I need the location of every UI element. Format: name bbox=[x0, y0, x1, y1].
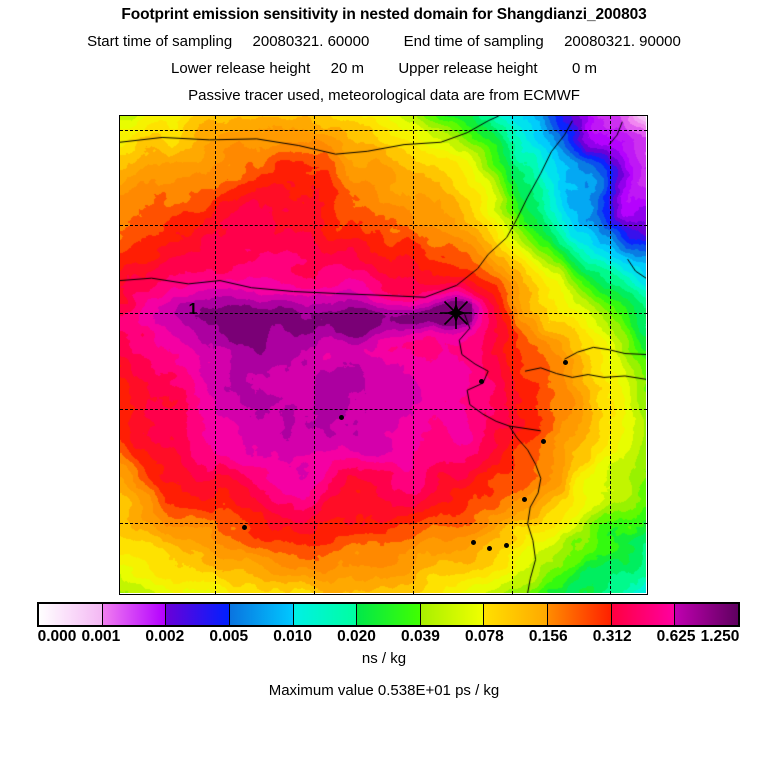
station-marker-1 bbox=[540, 439, 546, 445]
map-plot-area: 1 bbox=[119, 115, 648, 595]
station-marker-4 bbox=[241, 525, 247, 531]
station-marker-6 bbox=[486, 546, 492, 552]
colorbar-tick-7: 0.078 bbox=[464, 628, 504, 645]
colorbar-band-0 bbox=[39, 604, 103, 625]
colorbar-band-5 bbox=[357, 604, 421, 625]
colorbar-band-2 bbox=[166, 604, 230, 625]
start-time-label: Start time of sampling bbox=[87, 33, 233, 50]
start-time-value: 20080321. 60000 bbox=[252, 33, 370, 50]
lower-release-label: Lower release height bbox=[171, 60, 311, 77]
upper-release-label: Upper release height bbox=[398, 60, 538, 77]
contour-label: 1 bbox=[188, 301, 198, 319]
colorbar-tick-0: 0.000 bbox=[37, 628, 77, 645]
end-time-label: End time of sampling bbox=[403, 33, 544, 50]
colorbar-band-9 bbox=[611, 604, 676, 625]
colorbar-band-6 bbox=[420, 604, 485, 625]
station-marker-5 bbox=[471, 539, 477, 545]
station-marker-2 bbox=[522, 496, 528, 502]
tracer-note: Passive tracer used, meteorological data… bbox=[188, 87, 580, 104]
colorbar-band-7 bbox=[484, 604, 549, 625]
station-marker-3 bbox=[338, 415, 344, 421]
colorbar-band-8 bbox=[548, 604, 612, 625]
colorbar-tick-3: 0.005 bbox=[209, 628, 249, 645]
colorbar-band-10 bbox=[675, 604, 739, 625]
footprint-field-canvas bbox=[120, 116, 646, 593]
colorbar-tick-10: 0.625 bbox=[656, 628, 696, 645]
release-height-line: Lower release height 20 m Upper release … bbox=[0, 60, 768, 77]
colorbar-band-1 bbox=[102, 604, 167, 625]
page-title: Footprint emission sensitivity in nested… bbox=[121, 6, 647, 23]
colorbar-band-3 bbox=[229, 604, 294, 625]
colorbar-tick-11: 1.250 bbox=[700, 628, 740, 645]
station-marker-7 bbox=[503, 543, 509, 549]
colorbar bbox=[37, 602, 740, 627]
colorbar-tick-labels: 0.000 0.001 0.002 0.005 0.010 0.020 0.039 0.078… bbox=[0, 628, 768, 648]
station-marker-0 bbox=[479, 379, 485, 385]
release-site-star-icon bbox=[440, 297, 473, 330]
colorbar-tick-8: 0.156 bbox=[528, 628, 568, 645]
colorbar-tick-6: 0.039 bbox=[401, 628, 440, 645]
colorbar-tick-2: 0.002 bbox=[145, 628, 185, 645]
colorbar-tick-4: 0.010 bbox=[273, 628, 313, 645]
colorbar-band-4 bbox=[293, 604, 358, 625]
colorbar-unit-label: ns / kg bbox=[361, 650, 407, 667]
maximum-value-label: Maximum value 0.538E+01 ps / kg bbox=[268, 682, 500, 699]
colorbar-tick-9: 0.312 bbox=[592, 628, 632, 645]
colorbar-tick-5: 0.020 bbox=[337, 628, 376, 645]
upper-release-value: 0 m bbox=[571, 60, 597, 77]
end-time-value: 20080321. 90000 bbox=[564, 33, 681, 50]
sampling-time-line: Start time of sampling 20080321. 60000 E… bbox=[0, 33, 768, 50]
station-marker-8 bbox=[563, 359, 569, 365]
lower-release-value: 20 m bbox=[330, 60, 364, 77]
colorbar-tick-1: 0.001 bbox=[81, 628, 121, 645]
